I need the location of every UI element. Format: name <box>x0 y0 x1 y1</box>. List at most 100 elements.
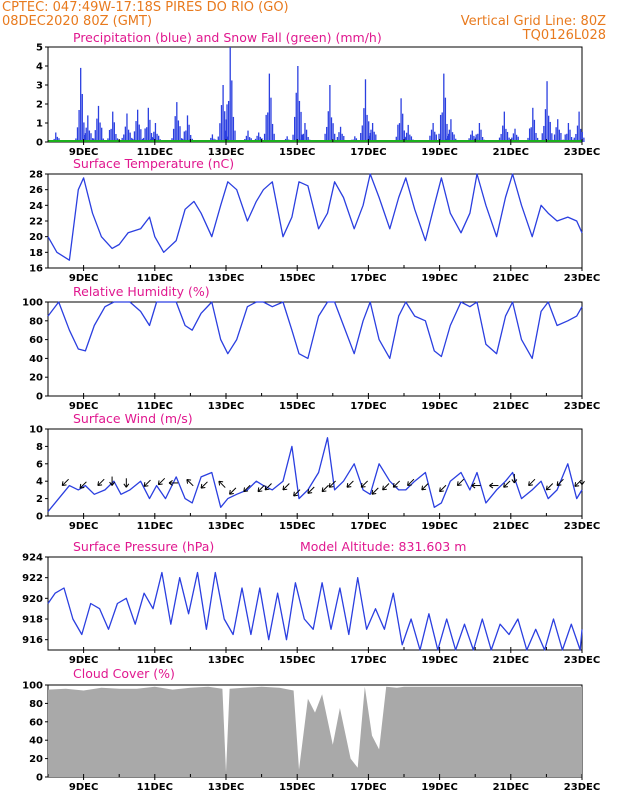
panel-1-xtick-label: 9DEC <box>69 273 98 284</box>
wind-arrow-head <box>503 482 509 488</box>
precip-bar <box>76 127 79 142</box>
panel-4-ytick-label: 920 <box>22 594 43 605</box>
panel-3-ytick-label: 2 <box>36 494 43 505</box>
wind-arrow-head <box>556 481 562 487</box>
precip-bar <box>263 133 266 142</box>
pressure-title: Surface Pressure (hPa) <box>73 539 214 554</box>
precip-bar <box>471 130 473 142</box>
precip-bar <box>96 118 98 142</box>
precip-bar <box>397 124 399 142</box>
panel-3-ytick-label: 0 <box>36 512 43 523</box>
precip-bar <box>135 121 137 142</box>
panel-3-frame <box>47 428 583 517</box>
precip-bar <box>475 134 477 142</box>
precip-bar <box>186 115 189 142</box>
panel-0-xtick-label: 17DEC <box>350 147 386 158</box>
precip-bar <box>330 117 333 142</box>
precip-bar <box>332 123 334 142</box>
wind-arrow-head <box>574 482 580 487</box>
precip-bar <box>400 98 402 142</box>
precip-bar <box>481 136 484 142</box>
panel-1-xtick-label: 11DEC <box>137 273 173 284</box>
precip-bar <box>361 125 363 142</box>
panel-3-xtick-label: 11DEC <box>137 521 173 532</box>
precip-bar <box>259 136 261 142</box>
wind-arrow <box>574 479 582 487</box>
precip-title: Precipitation (blue) and Snow Fall (gree… <box>73 30 382 45</box>
precip-bar <box>142 137 145 142</box>
precip-bar <box>211 134 214 142</box>
precip-bar <box>177 120 180 142</box>
precip-bar <box>190 134 192 142</box>
panel-2-xtick-label: 11DEC <box>137 401 173 412</box>
panel-2-xtick-label: 13DEC <box>208 401 244 412</box>
wind-arrow <box>346 480 354 488</box>
precip-bar <box>569 129 571 142</box>
panel-0-ytick-label: 5 <box>36 43 43 54</box>
precip-bar <box>444 97 447 142</box>
panel-2-frame <box>47 301 583 397</box>
panel-5-xtick-label: 17DEC <box>350 782 386 793</box>
wind-arrow <box>97 478 105 486</box>
wind-arrow <box>257 484 265 492</box>
precip-bar <box>581 131 583 142</box>
panel-3-series-line <box>47 437 583 513</box>
panel-4-ytick-label: 916 <box>22 635 43 646</box>
panel-1-xtick-label: 23DEC <box>564 273 600 284</box>
precip-bar <box>512 133 515 142</box>
precip-bar <box>544 109 547 142</box>
wind-arrow <box>360 480 368 488</box>
precip-bar <box>564 134 566 142</box>
precip-bar <box>450 119 452 142</box>
precip-bar <box>528 128 531 142</box>
wind-arrow-head <box>218 480 224 486</box>
panel-3-ytick-label: 4 <box>36 477 43 488</box>
panel-2-xtick-label: 21DEC <box>493 401 529 412</box>
panel-2-ytick-label: 60 <box>29 335 43 346</box>
panel-1-ytick-label: 26 <box>29 185 43 196</box>
precip-bar <box>364 79 367 142</box>
precip-bar <box>451 132 454 142</box>
precip-bar <box>146 127 148 142</box>
wind-arrow <box>457 478 465 486</box>
precip-bar <box>113 122 115 142</box>
panel-1-ytick-label: 22 <box>29 217 43 228</box>
precip-bar <box>81 93 83 142</box>
precip-bar <box>126 113 128 142</box>
precip-bar <box>129 132 131 142</box>
precip-bar <box>477 133 479 142</box>
panel-0-xtick-label: 15DEC <box>279 147 315 158</box>
wind-arrow <box>321 484 329 492</box>
precip-bar <box>480 129 482 142</box>
wind-arrow <box>282 483 290 491</box>
panel-4-xtick-label: 23DEC <box>564 655 600 666</box>
panel-5-ytick-label: 0 <box>36 773 43 784</box>
panel-5-ytick-label: 80 <box>29 699 43 710</box>
wind-arrow-head <box>528 481 533 487</box>
precip-bar <box>560 132 562 142</box>
wind-arrow <box>218 480 226 488</box>
precip-bar <box>271 123 274 142</box>
precip-bar <box>338 132 340 142</box>
precip-bar <box>336 136 339 142</box>
panel-5-xtick-label: 19DEC <box>421 782 457 793</box>
panel-5-ytick-label: 20 <box>29 754 43 765</box>
precip-bar <box>334 133 336 142</box>
panel-0-ytick-label: 4 <box>36 62 43 73</box>
panel-0-xtick-label: 21DEC <box>493 147 529 158</box>
wind-arrow-head <box>168 480 173 486</box>
precip-bar <box>110 128 112 142</box>
precip-bar <box>439 114 442 142</box>
wind-arrow-head <box>456 481 462 487</box>
panel-0-ytick-label: 0 <box>36 138 43 149</box>
wind-arrow <box>229 487 237 495</box>
precip-bar <box>566 133 568 142</box>
precip-bar <box>533 119 536 142</box>
precip-bar <box>447 135 449 142</box>
header-date: 08DEC2020 80Z (GMT) <box>2 14 152 29</box>
precip-bar <box>553 134 556 142</box>
wind-arrow-head <box>229 489 234 495</box>
precip-bar <box>558 129 560 142</box>
precip-bar <box>85 127 87 142</box>
